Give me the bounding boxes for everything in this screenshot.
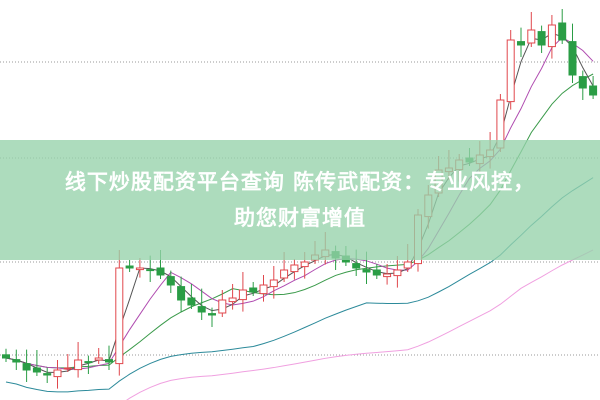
candle-body <box>280 269 289 279</box>
candle-body <box>352 263 361 269</box>
candle-body <box>177 286 186 301</box>
candle-body <box>269 279 278 288</box>
candle-body <box>197 306 206 313</box>
candle-body <box>32 367 41 373</box>
ma120-line <box>126 249 594 400</box>
candle-body <box>589 85 598 96</box>
candle-body <box>568 41 577 76</box>
candle-body <box>372 269 381 276</box>
candle-body <box>135 267 144 271</box>
candle-body <box>537 31 546 46</box>
candle-body <box>12 359 21 363</box>
candle-body <box>43 373 52 376</box>
candle-body <box>146 269 155 272</box>
candle-body <box>63 367 72 370</box>
candle-body <box>125 265 134 269</box>
candle-body <box>84 361 93 364</box>
candle-body <box>558 22 567 41</box>
candle-body <box>527 29 536 44</box>
candle-body <box>228 297 237 303</box>
candle-body <box>238 289 247 301</box>
candle-body <box>403 261 412 269</box>
candle-body <box>300 261 309 268</box>
candle-body <box>259 284 268 295</box>
overlay-banner: 线下炒股配资平台查询 陈传武配资：专业风控， 助您财富增值 <box>0 140 600 260</box>
candle-body <box>517 41 525 46</box>
candle-body <box>578 76 587 89</box>
candle-body <box>249 287 258 293</box>
candle-body <box>53 369 62 378</box>
candle-body <box>208 313 216 316</box>
candle-body <box>383 273 392 278</box>
candle-body <box>74 359 83 371</box>
candle-body <box>166 276 175 286</box>
candle-body <box>115 267 124 365</box>
candle-body <box>547 24 556 48</box>
candle-body <box>187 297 196 306</box>
candle-body <box>94 357 103 361</box>
candle-body <box>506 39 515 103</box>
candle-body <box>362 269 371 273</box>
banner-line-1: 线下炒股配资平台查询 陈传武配资：专业风控， <box>64 170 536 194</box>
candle-body <box>393 269 402 277</box>
candle-body <box>105 359 113 363</box>
banner-line-2: 助您财富增值 <box>234 206 366 230</box>
candle-body <box>218 299 227 314</box>
candle-body <box>22 363 31 371</box>
candle-body <box>2 354 10 359</box>
candle-body <box>156 267 165 276</box>
candle-body <box>290 264 299 273</box>
